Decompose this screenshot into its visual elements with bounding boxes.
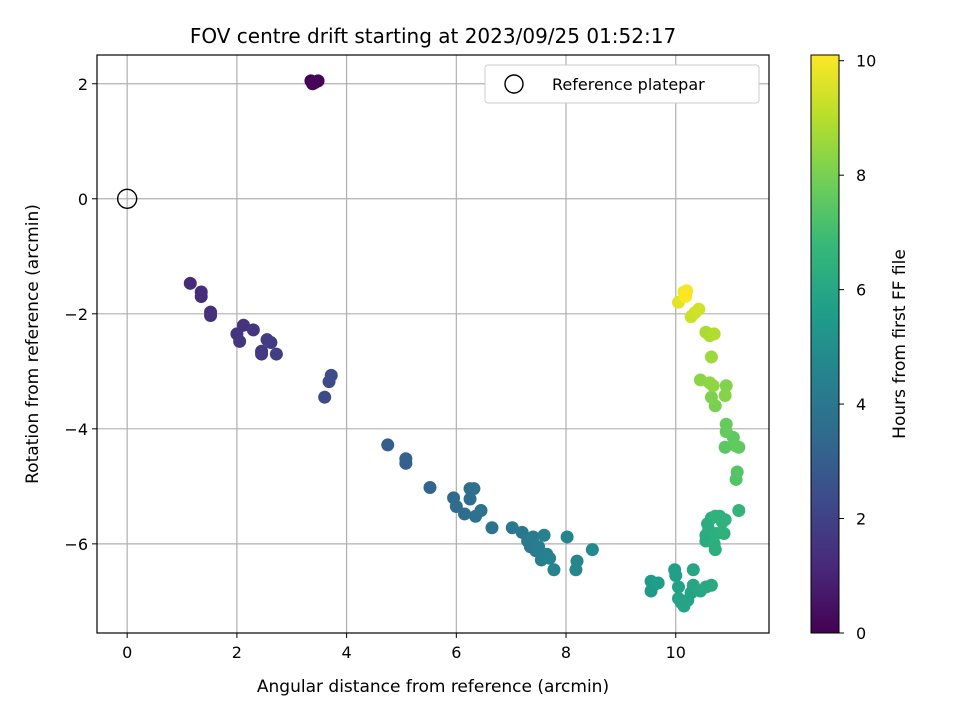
data-point: [669, 568, 683, 582]
x-tick-label: 0: [122, 643, 132, 662]
data-point: [730, 465, 744, 479]
colorbar-tick-label: 2: [856, 510, 866, 529]
data-point: [194, 290, 208, 304]
y-tick-label: −4: [64, 420, 88, 439]
x-tick-label: 8: [561, 643, 571, 662]
colorbar-tick-label: 10: [856, 52, 876, 71]
data-point: [704, 390, 718, 404]
data-point: [264, 336, 278, 350]
data-point: [679, 290, 693, 304]
data-point: [463, 492, 477, 506]
data-point: [686, 563, 700, 577]
data-point: [324, 368, 338, 382]
data-point: [651, 576, 665, 590]
data-point: [719, 379, 733, 393]
colorbar-label: Hours from first FF file: [890, 249, 910, 439]
colorbar-tick-label: 0: [856, 624, 866, 643]
data-point: [449, 499, 463, 513]
data-point: [306, 77, 320, 91]
data-point: [718, 440, 732, 454]
data-point: [718, 513, 732, 527]
data-point: [399, 456, 413, 470]
data-point: [671, 580, 685, 594]
data-point: [485, 521, 499, 535]
colorbar-tick-label: 6: [856, 281, 866, 300]
y-axis-label: Rotation from reference (arcmin): [23, 204, 43, 484]
data-point: [183, 276, 197, 290]
legend-marker-icon: [504, 74, 524, 94]
data-point: [381, 438, 395, 452]
y-tick-label: 2: [78, 75, 88, 94]
data-point: [547, 563, 561, 577]
data-point: [560, 530, 574, 544]
data-point: [543, 551, 557, 565]
data-point: [474, 503, 488, 517]
legend: Reference platepar: [484, 64, 760, 104]
data-point: [458, 507, 472, 521]
reference-marker: [116, 188, 138, 209]
data-point: [269, 347, 283, 361]
data-point: [719, 417, 733, 431]
data-point: [718, 388, 732, 402]
data-point: [692, 302, 706, 316]
colorbar: 0 2 4 6 8 10 Hours from first FF file: [810, 52, 910, 643]
data-point: [570, 554, 584, 568]
x-axis-label: Angular distance from reference (arcmin): [257, 677, 609, 697]
x-axis: 0 2 4 6 8 10: [122, 633, 686, 662]
colorbar-tick-label: 8: [856, 166, 866, 185]
data-point: [423, 480, 437, 494]
chart-title: FOV centre drift starting at 2023/09/25 …: [190, 24, 676, 48]
x-tick-label: 2: [232, 643, 242, 662]
y-tick-label: −2: [64, 305, 88, 324]
data-point: [707, 327, 721, 341]
data-point: [585, 543, 599, 557]
x-tick-label: 4: [342, 643, 352, 662]
data-point: [708, 543, 722, 557]
plot-frame: [96, 54, 770, 634]
colorbar-tick-label: 4: [856, 395, 866, 414]
data-point: [704, 578, 718, 592]
data-point: [246, 323, 260, 337]
data-point: [318, 390, 332, 404]
data-point: [204, 309, 218, 323]
legend-label: Reference platepar: [552, 75, 705, 94]
data-point: [467, 482, 481, 496]
data-point: [532, 540, 546, 554]
data-point: [717, 527, 731, 541]
data-point: [537, 528, 551, 542]
y-axis: −6 −4 −2 0 2: [64, 75, 97, 554]
x-tick-label: 6: [451, 643, 461, 662]
reference-point: [116, 188, 138, 209]
colorbar-ticks: 0 2 4 6 8 10: [839, 52, 876, 643]
y-tick-label: −6: [64, 535, 88, 554]
data-point: [704, 350, 718, 364]
data-point: [732, 503, 746, 517]
x-tick-label: 10: [666, 643, 686, 662]
data-point: [708, 509, 722, 523]
data-points: [183, 74, 746, 613]
data-point: [706, 379, 720, 393]
legend-box: [484, 64, 760, 104]
data-point: [732, 440, 746, 454]
data-point: [526, 530, 540, 544]
data-point: [233, 334, 247, 348]
colorbar-gradient: [810, 54, 840, 634]
data-point: [255, 347, 269, 361]
data-point: [505, 521, 519, 535]
y-tick-label: 0: [78, 190, 88, 209]
